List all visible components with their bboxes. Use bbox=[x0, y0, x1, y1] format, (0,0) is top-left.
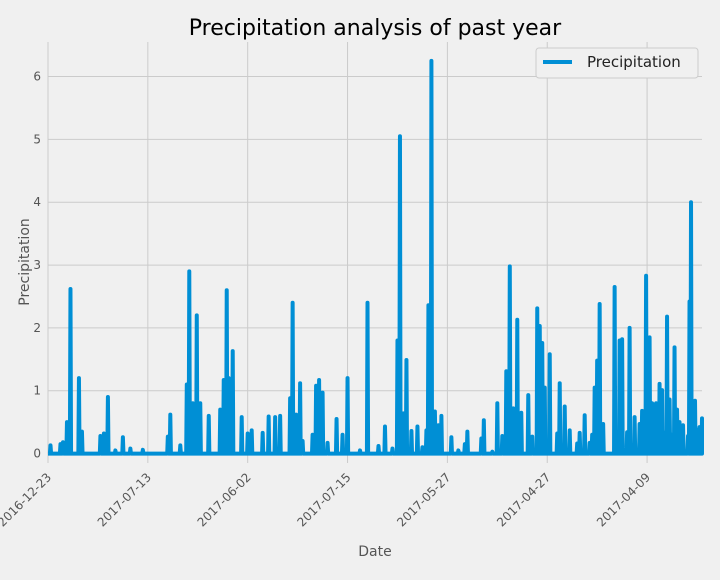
series-layer bbox=[47, 58, 704, 456]
y-tick-label: 5 bbox=[33, 132, 41, 146]
x-axis-label: Date bbox=[358, 544, 391, 560]
chart-title: Precipitation analysis of past year bbox=[189, 16, 562, 41]
plot-area bbox=[48, 42, 702, 463]
y-tick-label: 1 bbox=[33, 384, 41, 398]
y-tick-labels: 0 1 2 3 4 5 6 bbox=[33, 70, 41, 461]
series-line-precipitation bbox=[47, 58, 704, 456]
legend-label-precipitation: Precipitation bbox=[587, 53, 681, 71]
legend-box bbox=[535, 47, 699, 79]
y-axis-label: Precipitation bbox=[17, 218, 33, 306]
y-tick-label: 6 bbox=[33, 70, 41, 84]
y-tick-label: 4 bbox=[33, 195, 41, 209]
y-tick-label: 2 bbox=[33, 321, 41, 335]
y-tick-label: 3 bbox=[33, 258, 41, 272]
legend: Precipitation bbox=[535, 47, 699, 79]
y-tick-label: 0 bbox=[33, 447, 41, 461]
